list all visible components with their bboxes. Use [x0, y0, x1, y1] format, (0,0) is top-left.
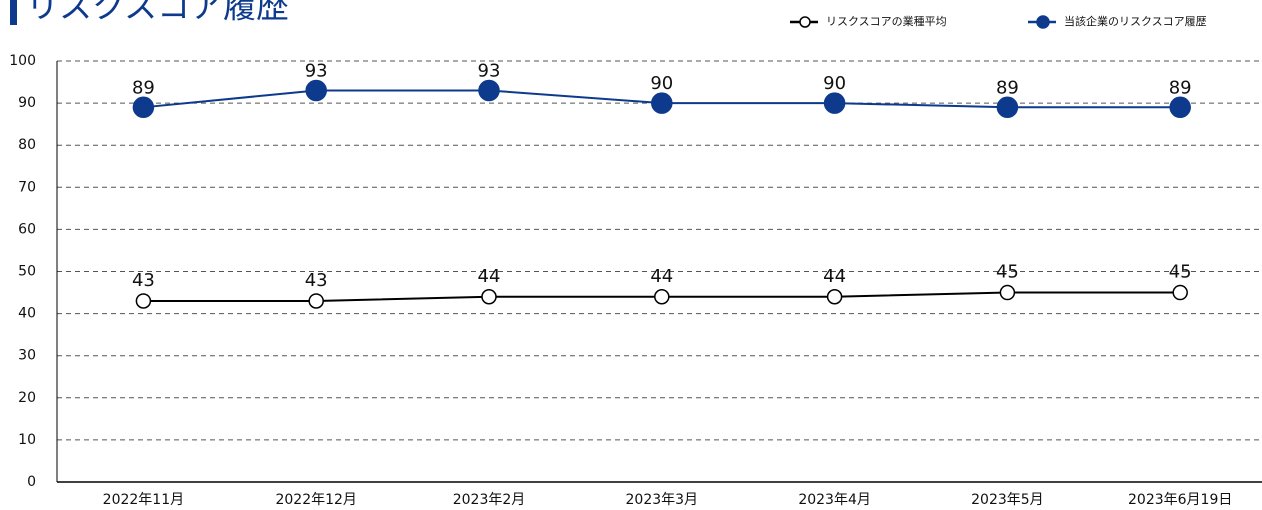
- title-accent: [10, 0, 17, 25]
- data-point: [478, 79, 500, 102]
- data-label: 93: [305, 60, 328, 81]
- data-point: [132, 96, 155, 119]
- y-tick-label: 60: [18, 221, 36, 237]
- data-point: [308, 293, 324, 309]
- data-point: [1169, 96, 1191, 119]
- x-tick-label: 2023年3月: [626, 492, 699, 508]
- data-label: 43: [132, 270, 155, 291]
- legend-label: リスクスコアの業種平均: [826, 14, 947, 28]
- legend-label: 当該企業のリスクスコア履歴: [1064, 14, 1207, 28]
- x-tick-label: 2022年12月: [275, 492, 356, 508]
- x-tick-label: 2023年5月: [971, 492, 1044, 508]
- data-label: 90: [823, 73, 846, 94]
- y-tick-label: 100: [9, 53, 36, 69]
- x-tick-label: 2023年6月19日: [1128, 492, 1232, 508]
- data-point: [823, 92, 846, 114]
- data-label: 45: [996, 262, 1019, 283]
- y-tick-label: 0: [27, 474, 36, 490]
- x-tick-label: 2022年11月: [103, 492, 184, 508]
- data-point: [999, 284, 1016, 301]
- legend-marker: [799, 16, 811, 28]
- data-label: 93: [478, 60, 501, 81]
- data-point: [305, 79, 327, 102]
- data-label: 43: [305, 270, 328, 291]
- data-label: 89: [996, 77, 1019, 98]
- y-tick-label: 70: [18, 179, 36, 195]
- data-label: 90: [650, 73, 673, 94]
- chart-title: リスクスコア履歴: [26, 0, 289, 26]
- y-tick-label: 10: [18, 432, 36, 448]
- data-point: [996, 96, 1019, 119]
- data-point: [654, 289, 670, 305]
- y-tick-label: 90: [18, 95, 36, 111]
- data-point: [1172, 284, 1188, 301]
- data-label: 44: [650, 266, 673, 287]
- data-label: 89: [1169, 77, 1192, 98]
- data-point: [826, 289, 843, 305]
- data-label: 89: [132, 77, 155, 98]
- data-label: 45: [1169, 262, 1192, 283]
- data-label: 44: [478, 266, 501, 287]
- y-tick-label: 80: [18, 137, 36, 153]
- data-point: [481, 289, 497, 305]
- data-point: [651, 92, 673, 114]
- x-tick-label: 2023年2月: [453, 492, 526, 508]
- y-tick-label: 40: [18, 306, 36, 322]
- legend-marker: [1036, 15, 1050, 29]
- y-tick-label: 30: [18, 348, 36, 364]
- y-tick-label: 20: [18, 390, 36, 406]
- x-tick-label: 2023年4月: [798, 492, 871, 508]
- y-tick-label: 50: [18, 264, 36, 280]
- data-label: 44: [823, 266, 846, 287]
- data-point: [135, 293, 152, 309]
